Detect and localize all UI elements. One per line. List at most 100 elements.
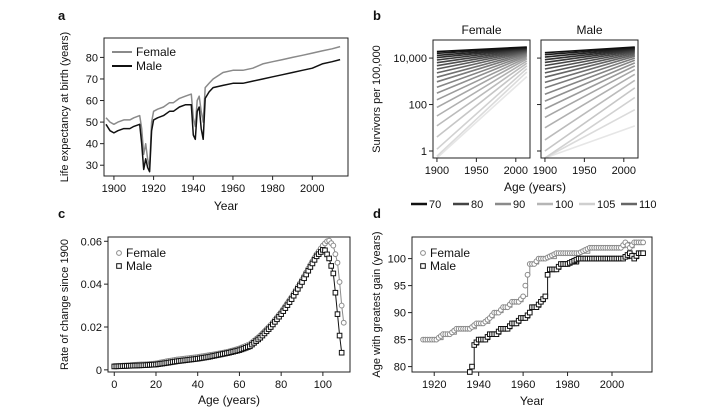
panel-a-ytick-label: 60 [86, 96, 98, 108]
panel-b-xtick-label: 1900 [425, 165, 449, 177]
panel-b-curve-age-96 [544, 65, 636, 110]
panel-a-series-female [105, 45, 341, 169]
panel-b-xtick-label: 1900 [533, 165, 557, 177]
panel-c-xtick-label: 60 [233, 379, 245, 391]
panel-a-legend-label: Male [136, 59, 162, 73]
panel-a-xtick-label: 1960 [221, 183, 245, 195]
panel-b-curve-age-106 [544, 96, 636, 159]
panel-a-frame [103, 37, 349, 177]
panel-d-series-female [420, 239, 647, 343]
panel-d-ytick-label: 80 [394, 362, 406, 374]
panel-b-legend-label: 110 [639, 199, 657, 211]
panel-b-curve-age-82 [544, 51, 635, 70]
panel-d-point [640, 250, 646, 256]
panel-a-xtick-label: 1980 [260, 183, 284, 195]
panel-d-legend-label: Female [430, 246, 470, 260]
panel-d-ytick-label: 85 [394, 335, 406, 347]
panel-b-curve-age-80 [544, 50, 635, 67]
panel-a-legend-label: Female [136, 45, 176, 59]
panel-b-curve-age-76 [544, 48, 635, 61]
panel-c-point [332, 289, 339, 296]
panel-b-curve-age-74 [544, 47, 635, 58]
panel-c-point [336, 279, 343, 285]
panel-c-legend-label: Male [126, 259, 152, 273]
panel-c-ytick-label: 0 [96, 365, 102, 377]
panel-b-legend-label: 80 [471, 199, 483, 211]
panel-b-curve-age-90 [544, 57, 636, 89]
panel-b-curve-age-90 [436, 53, 528, 83]
panel-b-curve-age-100 [436, 60, 528, 117]
panel-b-curve-age-78 [436, 48, 527, 61]
panel-d-point [544, 272, 551, 278]
panel-d-frame [411, 236, 653, 373]
panel-d-xtick-label: 1920 [422, 379, 446, 391]
panel-b-xtick-label: 2000 [504, 165, 528, 177]
panel-c-xtick-label: 40 [192, 379, 204, 391]
panel-b-curve-age-88 [544, 55, 636, 84]
panel-c-point [336, 332, 343, 339]
panel-b-facet-title: Male [576, 23, 602, 37]
panel-b-curve-age-98 [436, 58, 528, 109]
panel-b-ytick-label: 100 [409, 100, 427, 112]
panel-a-ytick-label: 50 [86, 117, 98, 129]
panel-b-curve-age-88 [436, 52, 528, 78]
panel-b-curve-age-92 [436, 54, 528, 88]
panel-a-ytick-label: 30 [86, 160, 98, 172]
panel-b-curve-age-104 [436, 65, 528, 138]
panel-d-xtick-label: 2000 [600, 379, 624, 391]
panel-label-c: c [58, 206, 65, 221]
panel-b-facet-male [544, 46, 636, 159]
panel-b-curve-age-94 [544, 62, 636, 102]
panel-b-curve-age-74 [436, 47, 527, 57]
panel-d-ytick-label: 95 [394, 281, 406, 293]
panel-c-xtick-label: 80 [275, 379, 287, 391]
panel-d-legend-marker [420, 250, 426, 256]
panel-b-curve-age-84 [436, 50, 527, 70]
panel-c-point [338, 349, 345, 356]
panel-a-xtick-label: 2000 [300, 183, 324, 195]
panel-d-point [522, 282, 529, 289]
panel-c-point [334, 259, 341, 266]
panel-d-xlabel: Year [520, 394, 544, 408]
panel-c-series-male [111, 247, 345, 370]
panel-c-point [330, 270, 337, 277]
panel-a-ytick-label: 80 [86, 52, 98, 64]
panel-b-curve-age-94 [436, 55, 528, 94]
panel-b-legend-label: 100 [555, 199, 573, 211]
panel-b-xtick-label: 2000 [612, 165, 636, 177]
panel-c-point [326, 255, 332, 262]
panel-c-point [334, 311, 341, 317]
panel-d-xtick-label: 1940 [466, 379, 490, 391]
panel-a-xlabel: Year [214, 199, 238, 213]
panel-c-legend-marker [116, 250, 122, 256]
panel-b-frame [540, 39, 639, 159]
panel-d-ytick-label: 100 [388, 254, 406, 266]
panel-d-ylabel: Age with greatest gain (years) [371, 231, 383, 377]
panel-b-legend-label: 105 [597, 199, 615, 211]
panel-a-series-male [105, 58, 341, 173]
panel-a-ylabel: Life expectancy at birth (years) [59, 32, 71, 182]
panel-d-point [466, 369, 473, 375]
panel-a-xtick-label: 1920 [141, 183, 165, 195]
panel-c-ytick-label: 0.04 [81, 279, 102, 291]
panel-b-xtick-label: 1950 [464, 165, 488, 177]
panel-b-ytick-label: 10,000 [393, 53, 427, 65]
panel-b-curve-age-98 [544, 68, 636, 119]
panel-a-ytick-label: 70 [86, 74, 98, 86]
panel-b-curve-age-70 [436, 46, 527, 53]
panel-b-curve-age-102 [544, 79, 636, 141]
panel-b-curve-age-108 [544, 108, 636, 159]
panel-b-curve-age-104 [544, 87, 636, 152]
panel-c-frame [107, 236, 351, 373]
panel-a-ytick-label: 40 [86, 139, 98, 151]
panel-c-point [340, 319, 347, 326]
panel-b-curve-age-80 [436, 49, 527, 64]
panel-b-curve-age-106 [436, 68, 528, 150]
panel-b-curve-age-82 [436, 49, 527, 67]
panel-b-facet-title: Female [461, 23, 501, 37]
panel-b-curve-age-78 [544, 49, 635, 64]
panel-b-curve-age-110 [544, 125, 636, 159]
panel-d-legend-marker [420, 263, 426, 269]
panel-c-xtick-label: 20 [150, 379, 162, 391]
panel-b-legend-label: 90 [513, 199, 525, 211]
